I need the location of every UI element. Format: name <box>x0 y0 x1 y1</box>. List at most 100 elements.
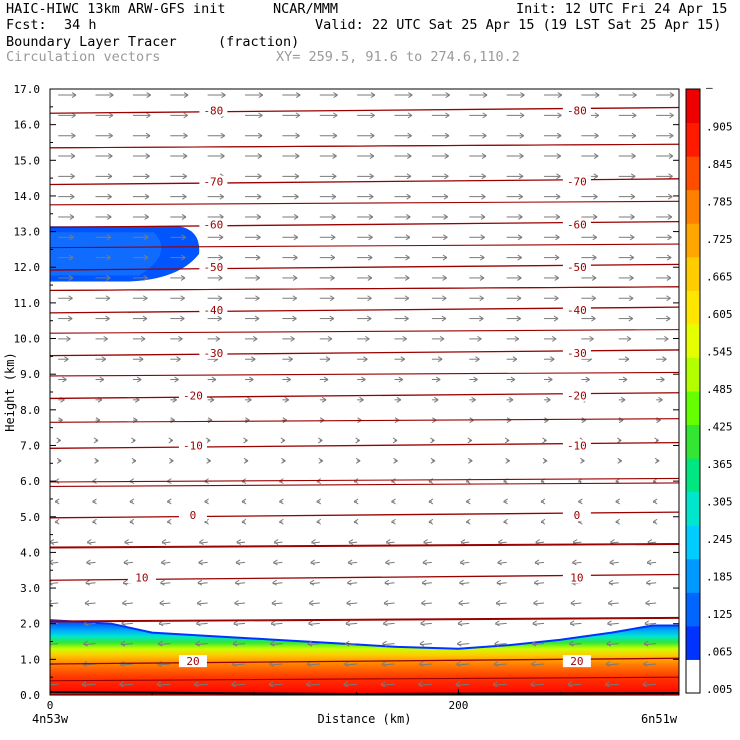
wind-vector-head <box>85 579 91 586</box>
wind-vector-head <box>363 356 368 363</box>
wind-vector-head <box>605 661 611 667</box>
contour-label: -10 <box>567 439 587 452</box>
contour-labels: -80 -80 -70 -70 -60 -60 -50 -50 -40 -40 -30 -30 -20 -… <box>127 104 591 668</box>
colorbar-label: .545 <box>706 346 733 359</box>
wind-vector-head <box>144 214 149 220</box>
wind-vector-head <box>592 234 598 241</box>
wind-vector-head <box>546 396 551 403</box>
wind-vector-head <box>367 295 372 302</box>
wind-vector-head <box>569 620 575 627</box>
wind-vector-head <box>594 112 600 119</box>
contour-label-bg <box>199 218 228 231</box>
contour-label-bg <box>562 571 591 584</box>
colorbar-swatch <box>686 156 700 191</box>
wind-vector-head <box>531 661 536 667</box>
wind-vector-head <box>156 681 162 688</box>
wind-vector-head <box>195 640 200 647</box>
wind-vector-head <box>144 193 150 200</box>
wind-vector-head <box>355 457 361 464</box>
wind-vector-head <box>622 376 628 383</box>
wind-vector-head <box>534 559 540 566</box>
y-tick-label: 15.0 <box>14 154 41 167</box>
wind-vector-head <box>180 275 186 281</box>
wind-vector-head <box>108 132 113 139</box>
colorbar-swatch <box>686 491 700 526</box>
contour-label: 20 <box>186 655 199 668</box>
wind-vector-head <box>107 214 112 220</box>
wind-vector-head <box>557 112 562 119</box>
wind-vector <box>50 602 59 605</box>
wind-vector-head <box>512 356 518 363</box>
wind-vector-head <box>84 600 90 606</box>
wind-vector-head <box>615 498 621 505</box>
y-tick-label: 4.0 <box>20 546 40 559</box>
contour-label: -60 <box>567 218 587 231</box>
contour-label-bg <box>562 175 591 188</box>
x-end-label-right: 6n51w <box>641 712 678 726</box>
wind-vector-head <box>496 579 502 586</box>
wind-vector-head <box>430 457 436 464</box>
wind-vector-head <box>131 437 136 444</box>
wind-vector-head <box>67 315 73 322</box>
wind-vector-head <box>430 437 435 444</box>
y-tick-label: 8.0 <box>20 404 40 417</box>
wind-vector-head <box>143 295 148 302</box>
wind-vector-head <box>235 559 241 566</box>
wind-vector-head <box>294 173 300 180</box>
init-time: Init: 12 UTC Fri 24 Apr 15 <box>516 1 728 17</box>
contour-label: -50 <box>567 261 587 274</box>
wind-vector-head <box>370 92 376 98</box>
wind-vector-head <box>569 640 574 647</box>
wind-vector-head <box>183 112 189 119</box>
contour-label: -80 <box>567 104 587 117</box>
wind-vector-head <box>445 112 450 119</box>
wind-vector-head <box>459 559 465 566</box>
wind-vector-head <box>255 275 261 281</box>
tracer-top-edge <box>50 619 679 650</box>
model-title: HAIC-HIWC 13km ARW-GFS init <box>6 1 226 17</box>
wind-vector-head <box>272 579 277 586</box>
y-tick-label: 0.0 <box>20 689 40 702</box>
wind-vector-head <box>503 518 508 525</box>
wind-vector-head <box>257 132 263 139</box>
wind-vector-head <box>129 518 135 525</box>
wind-vector-head <box>71 92 77 98</box>
wind-vector-head <box>443 214 448 220</box>
y-tick-label: 14.0 <box>14 190 41 203</box>
wind-vector-head <box>628 315 634 322</box>
temperature-contour-minor <box>50 286 679 291</box>
wind-vector-head <box>105 295 111 302</box>
wind-vector-head <box>180 315 185 322</box>
wind-vector-head <box>593 173 599 180</box>
wind-vector-head <box>168 437 174 444</box>
wind-vector-head <box>99 376 105 383</box>
contour-label-bg <box>562 304 591 317</box>
wind-vector-head <box>270 620 276 627</box>
wind-vector-head <box>368 234 373 241</box>
wind-vector-head <box>333 92 338 98</box>
wind-vector-head <box>140 335 146 342</box>
contour-label: -20 <box>183 390 203 403</box>
wind-vector-head <box>70 153 76 159</box>
wind-vector-head <box>654 457 660 464</box>
wind-vector-head <box>551 335 557 342</box>
wind-vector-head <box>366 315 372 322</box>
wind-vector-head <box>480 214 486 220</box>
colorbar-label: .425 <box>706 421 733 434</box>
wind-vector-head <box>481 193 486 200</box>
wind-vector-head <box>418 661 424 667</box>
contour-label-bg <box>562 389 591 402</box>
wind-vector-head <box>557 92 563 98</box>
temperature-contour-minor <box>50 477 679 483</box>
contour-label: -70 <box>203 176 223 189</box>
wind-vector-head <box>404 295 410 302</box>
wind-vector-head <box>459 579 464 586</box>
contour-label: -10 <box>183 439 203 452</box>
wind-vector-head <box>594 132 599 139</box>
wind-vector-head <box>406 193 411 200</box>
wind-vector-head <box>570 600 576 606</box>
wind-vector-head <box>367 275 373 281</box>
y-tick-label: 10.0 <box>14 333 41 346</box>
wind-vector-head <box>482 112 487 119</box>
wind-vector-head <box>643 661 648 667</box>
